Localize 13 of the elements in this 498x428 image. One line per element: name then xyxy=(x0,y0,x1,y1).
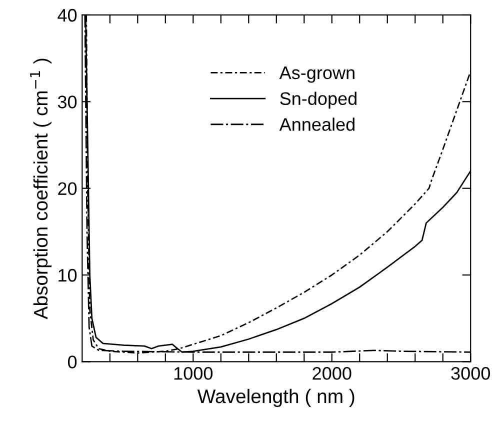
y-tick-label: 10 xyxy=(58,268,77,282)
y-tick-label: 40 xyxy=(58,8,77,22)
legend-label: As-grown xyxy=(279,66,354,83)
y-tick-label: 0 xyxy=(68,356,77,368)
x-tick-label: 1000 xyxy=(174,367,213,380)
legend-label: Sn-doped xyxy=(280,92,356,109)
x-tick-label: 3000 xyxy=(451,367,490,380)
legend-label: Annealed xyxy=(279,118,354,131)
y-axis-title: Absorption coefficient ( cm$^{−1}$ ) xyxy=(30,58,52,320)
y-tick-label: 30 xyxy=(58,96,77,108)
x-tick-label: 2000 xyxy=(312,367,352,380)
y-tick-label: 20 xyxy=(58,182,77,196)
x-axis-title: Wavelength ( nm ) xyxy=(197,388,354,408)
